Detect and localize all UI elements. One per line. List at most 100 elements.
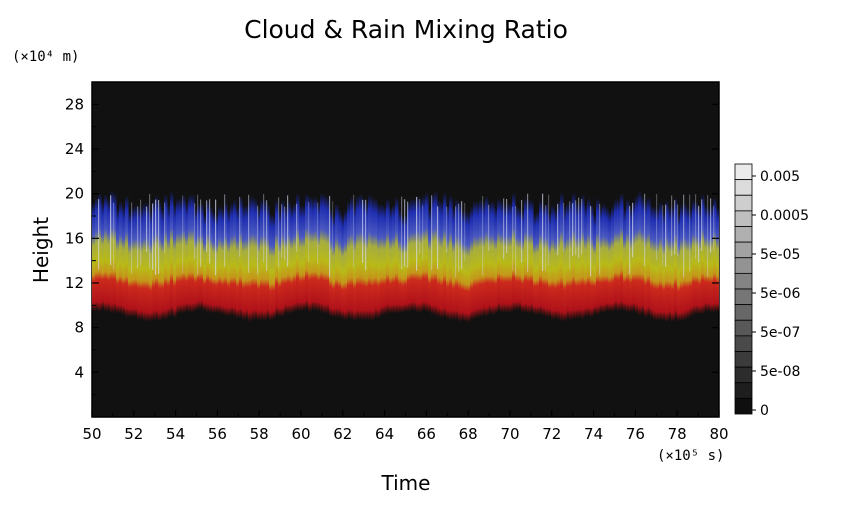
data-strip	[173, 204, 177, 318]
data-strip	[575, 202, 579, 319]
data-strip	[650, 205, 654, 319]
data-strip	[434, 191, 438, 316]
data-strip	[593, 214, 597, 315]
data-strip	[209, 206, 213, 313]
data-strip	[515, 206, 519, 311]
colorbar-cell	[734, 288, 753, 306]
data-strip	[629, 207, 633, 313]
colorbar-label: 0.005	[760, 169, 800, 185]
data-streak	[200, 199, 202, 267]
x-tick-label: 54	[166, 425, 185, 443]
data-strip	[578, 201, 582, 319]
data-strip	[146, 202, 150, 322]
data-strip	[353, 203, 357, 321]
data-streak	[239, 196, 241, 257]
data-streak	[629, 205, 631, 275]
data-strip	[323, 194, 327, 314]
data-streak	[140, 199, 142, 266]
data-strip	[677, 212, 681, 322]
data-streak	[332, 201, 334, 252]
data-streak	[164, 202, 166, 254]
data-strip	[284, 206, 288, 314]
data-streak	[488, 204, 490, 251]
data-strip	[695, 202, 699, 315]
data-streak	[506, 198, 508, 254]
data-strip	[311, 198, 315, 311]
data-strip	[383, 205, 387, 315]
data-streak	[155, 199, 157, 275]
data-strip	[113, 193, 117, 313]
data-strip	[395, 196, 399, 314]
data-strip	[101, 202, 105, 310]
data-streak	[458, 203, 460, 272]
colorbar-cell	[734, 163, 753, 181]
colorbar-cell	[734, 179, 753, 196]
data-strip	[620, 192, 624, 311]
y-axis-label: Height	[29, 217, 53, 283]
data-strip	[272, 215, 276, 320]
data-strip	[551, 204, 555, 320]
data-streak	[113, 202, 115, 270]
data-streak	[437, 206, 439, 269]
data-strip	[707, 207, 711, 312]
data-strip	[563, 206, 567, 322]
data-strip	[293, 202, 297, 312]
data-strip	[536, 211, 540, 315]
data-strip	[416, 195, 420, 313]
data-strip	[560, 192, 564, 322]
data-streak	[287, 195, 289, 267]
data-streak	[563, 202, 565, 252]
colorbar-cell	[734, 226, 753, 243]
data-strip	[179, 198, 183, 314]
data-streak	[278, 197, 280, 268]
data-strip	[371, 197, 375, 321]
data-strip	[176, 198, 180, 315]
data-strip	[533, 214, 537, 315]
data-streak	[281, 204, 283, 258]
data-strip	[518, 207, 522, 310]
data-strip	[335, 203, 339, 318]
data-streak	[545, 205, 547, 272]
colorbar-label: 0	[760, 403, 769, 419]
data-strip	[482, 201, 486, 317]
data-strip	[266, 203, 270, 319]
data-strip	[554, 209, 558, 319]
data-streak	[407, 201, 409, 268]
data-strip	[341, 214, 345, 320]
y-tick-label: 16	[65, 229, 84, 247]
data-strip	[605, 206, 609, 312]
data-strip	[143, 202, 147, 322]
data-strip	[410, 199, 414, 311]
data-streak	[662, 205, 664, 266]
y-tick-label: 12	[65, 274, 84, 292]
data-strip	[308, 195, 312, 313]
data-streak	[698, 205, 700, 263]
x-tick-label: 56	[208, 425, 227, 443]
x-tick-label: 76	[626, 425, 645, 443]
colorbar-cell	[734, 241, 753, 259]
data-strip	[191, 194, 195, 313]
data-strip	[524, 197, 528, 313]
data-strip	[602, 203, 606, 314]
data-streak	[422, 205, 424, 260]
data-strip	[161, 208, 165, 320]
data-streak	[464, 202, 466, 261]
data-streak	[416, 196, 418, 271]
chart-title: Cloud & Rain Mixing Ratio	[244, 15, 568, 44]
data-streak	[548, 194, 550, 266]
data-streak	[206, 200, 208, 253]
data-strip	[380, 203, 384, 316]
data-strip	[662, 210, 666, 321]
data-strip	[683, 201, 687, 321]
data-streak	[677, 204, 679, 256]
data-strip	[644, 200, 648, 318]
data-streak	[461, 201, 463, 270]
data-strip	[686, 206, 690, 319]
data-strip	[443, 192, 447, 318]
data-strip	[635, 195, 639, 314]
x-tick-label: 68	[459, 425, 478, 443]
data-strip	[473, 200, 477, 320]
data-strip	[455, 198, 459, 321]
data-streak	[482, 196, 484, 276]
data-strip	[278, 210, 282, 317]
